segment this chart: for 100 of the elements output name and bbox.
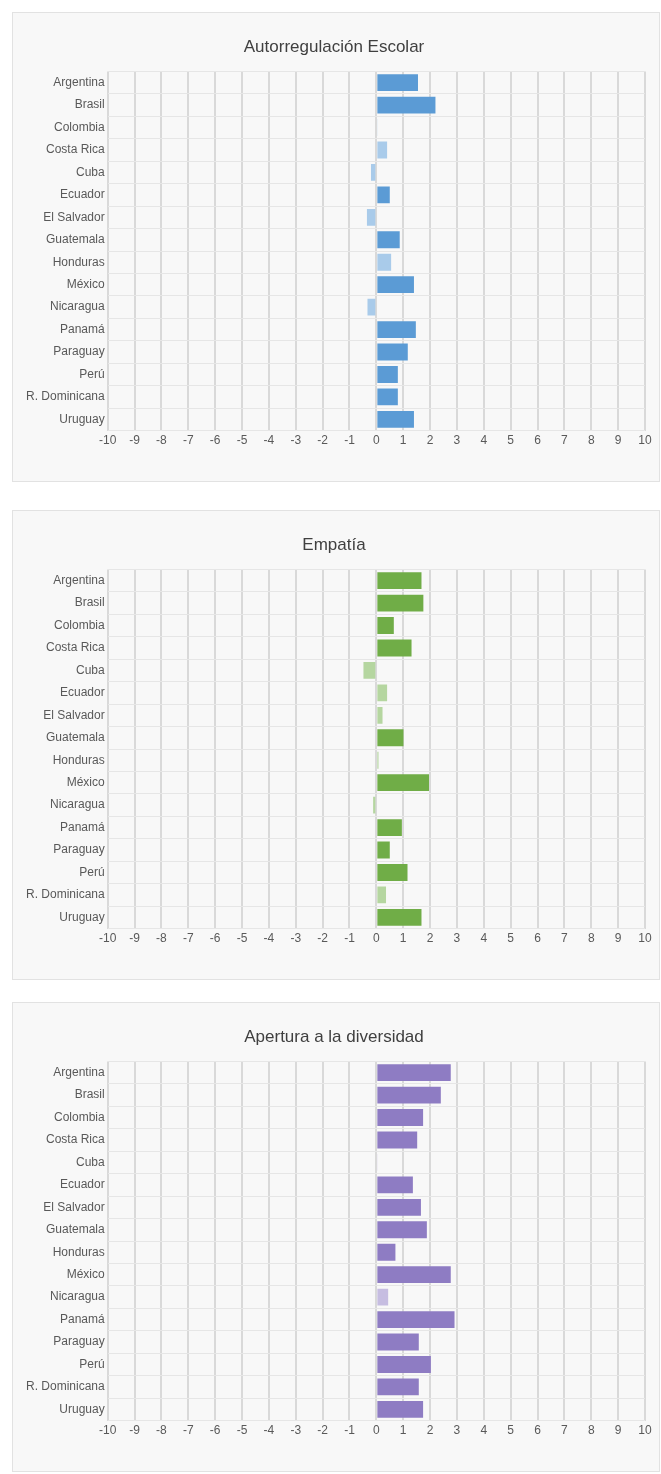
y-tick-label: Honduras	[52, 1244, 105, 1259]
x-tick-label: 9	[614, 931, 622, 946]
y-tick-label: Panamá	[59, 1311, 106, 1326]
bar	[377, 684, 388, 702]
y-tick-label: Perú	[79, 864, 105, 879]
y-tick-label: Panamá	[59, 321, 106, 336]
bar	[377, 186, 390, 204]
y-tick-label: Costa Rica	[46, 142, 106, 157]
x-tick-label: 0	[373, 1423, 380, 1438]
x-tick-label: 8	[587, 1423, 595, 1438]
y-tick-label: Nicaragua	[49, 797, 106, 812]
y-tick-label: Uruguay	[59, 909, 105, 924]
y-tick-label: El Salvador	[43, 1199, 105, 1214]
x-tick-label: 6	[534, 433, 542, 448]
y-tick-label: Ecuador	[59, 187, 105, 202]
x-tick-label: -2	[317, 433, 329, 448]
y-tick-label: Ecuador	[59, 685, 105, 700]
y-tick-label: Colombia	[53, 119, 106, 134]
x-tick-label: -4	[263, 1423, 275, 1438]
bar	[377, 908, 422, 926]
bar	[377, 276, 414, 294]
y-tick-label: R. Dominicana	[25, 389, 106, 404]
y-tick-label: Argentina	[53, 1064, 106, 1079]
bar	[366, 208, 376, 226]
bar	[377, 231, 400, 249]
y-tick-label: Brasil	[74, 1087, 105, 1102]
x-tick-label: -1	[344, 433, 356, 448]
x-tick-label: 2	[426, 931, 434, 946]
y-tick-label: Paraguay	[53, 1334, 105, 1349]
x-tick-label: -10	[99, 931, 117, 946]
bar	[377, 141, 388, 159]
bar	[377, 1131, 418, 1149]
x-tick-label: -3	[290, 433, 302, 448]
bar	[377, 1311, 455, 1328]
y-tick-label: Perú	[79, 366, 105, 381]
bar	[377, 1400, 424, 1418]
bar	[377, 410, 414, 428]
bar	[377, 1333, 419, 1351]
x-tick-label: 6	[534, 931, 542, 946]
bar	[377, 886, 387, 904]
x-tick-label: -8	[156, 1423, 168, 1438]
x-tick-label: -10	[99, 433, 117, 448]
y-tick-label: Guatemala	[45, 730, 106, 745]
bar	[370, 164, 376, 181]
x-tick-label: -8	[156, 433, 168, 448]
y-tick-label: Guatemala	[45, 1222, 106, 1237]
bar	[377, 253, 392, 271]
bar	[377, 1109, 424, 1126]
bar	[377, 864, 408, 881]
y-tick-label: Cuba	[76, 1154, 106, 1169]
x-tick-label: -2	[317, 1423, 329, 1438]
bar	[377, 1266, 451, 1284]
bar	[377, 1356, 431, 1373]
x-tick-label: -9	[129, 433, 141, 448]
y-tick-label: R. Dominicana	[25, 887, 106, 902]
x-tick-label: 6	[534, 1423, 542, 1438]
bar	[377, 1243, 396, 1261]
x-tick-label: -2	[317, 931, 329, 946]
y-tick-label: El Salvador	[43, 209, 105, 224]
bar	[377, 1176, 413, 1194]
x-tick-label: -4	[263, 931, 275, 946]
y-tick-label: Honduras	[52, 254, 105, 269]
x-tick-label: 10	[638, 1423, 652, 1438]
x-tick-label: -1	[344, 1423, 356, 1438]
bar	[377, 1064, 451, 1082]
x-tick-label: 0	[373, 931, 380, 946]
y-tick-label: Costa Rica	[46, 640, 106, 655]
bar	[377, 321, 416, 338]
bar	[377, 729, 404, 747]
x-tick-label: 7	[561, 433, 569, 448]
chart-title: Autorregulación Escolar	[243, 36, 425, 56]
x-tick-label: -3	[290, 1423, 302, 1438]
bar	[377, 1221, 427, 1239]
x-tick-label: 8	[587, 931, 595, 946]
x-tick-label: -8	[156, 931, 168, 946]
y-tick-label: Costa Rica	[46, 1132, 106, 1147]
x-tick-label: -7	[182, 1423, 194, 1438]
y-tick-label: Cuba	[76, 164, 106, 179]
x-tick-label: -10	[99, 1423, 117, 1438]
x-tick-label: -6	[209, 433, 221, 448]
x-tick-label: -3	[290, 931, 302, 946]
bar	[377, 819, 402, 836]
y-tick-label: Uruguay	[59, 1401, 105, 1416]
y-tick-label: Cuba	[76, 662, 106, 677]
bar	[377, 366, 398, 383]
y-tick-label: Paraguay	[53, 842, 105, 857]
bar	[377, 1378, 419, 1396]
x-tick-label: -5	[236, 1423, 248, 1438]
bar	[367, 298, 376, 316]
bar	[377, 594, 424, 612]
x-tick-label: 3	[453, 931, 461, 946]
bar	[377, 639, 412, 657]
y-tick-label: Brasil	[74, 595, 105, 610]
x-tick-label: -6	[209, 1423, 221, 1438]
bar	[377, 1288, 389, 1306]
bar	[377, 96, 436, 114]
x-tick-label: -5	[236, 931, 248, 946]
y-tick-label: México	[66, 774, 106, 789]
y-tick-label: Brasil	[74, 97, 105, 112]
bar	[377, 706, 383, 724]
